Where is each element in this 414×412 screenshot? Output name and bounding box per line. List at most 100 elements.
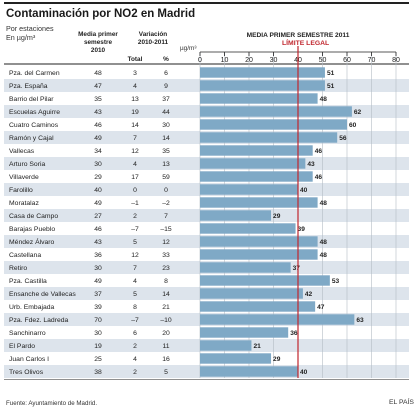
bar — [200, 80, 325, 91]
variacion-pct-value: 59 — [162, 174, 170, 181]
variacion-pct-value: 12 — [162, 239, 170, 246]
bar — [200, 236, 318, 247]
bar — [200, 288, 303, 299]
bar — [200, 301, 316, 312]
bar-value-label: 40 — [300, 369, 308, 376]
media-2010-value: 34 — [94, 148, 102, 155]
variacion-pct-value: 9 — [164, 83, 168, 90]
variacion-pct-value: 37 — [162, 96, 170, 103]
top-rule — [4, 2, 409, 4]
variacion-pct-value: 11 — [162, 343, 169, 350]
chart-heading: MEDIA PRIMER SEMESTRE 2011 — [246, 32, 350, 39]
x-tick-label: 50 — [319, 57, 327, 64]
variacion-total-value: 4 — [133, 356, 137, 363]
media-2010-value: 47 — [94, 83, 102, 90]
media-2010-value: 43 — [94, 239, 102, 246]
x-tick-label: 20 — [245, 57, 253, 64]
variacion-pct-value: 5 — [164, 369, 168, 376]
station-label: Urb. Embajada — [9, 304, 55, 311]
media-2010-value: 37 — [94, 291, 102, 298]
variacion-total-value: 13 — [131, 96, 139, 103]
media-2010-value: 48 — [94, 70, 102, 77]
brand-logo: EL PAÍS — [389, 399, 414, 406]
bar-value-label: 48 — [320, 96, 328, 103]
bar-value-label: 37 — [293, 265, 301, 272]
bar-value-label: 46 — [315, 148, 323, 155]
bar-value-label: 48 — [320, 200, 328, 207]
station-label: Juan Carlos I — [9, 356, 49, 363]
variacion-pct-value: 35 — [162, 148, 170, 155]
bar-value-label: 47 — [317, 304, 325, 311]
station-label: Villaverde — [9, 174, 39, 181]
bar-value-label: 51 — [327, 70, 335, 77]
bar — [200, 223, 296, 234]
media-2010-value: 25 — [94, 356, 102, 363]
station-label: Arturo Soria — [9, 161, 45, 168]
variacion-total-value: 5 — [133, 239, 137, 246]
variacion-total-value: 7 — [133, 265, 137, 272]
bar-value-label: 42 — [305, 291, 313, 298]
media-2010-value: 46 — [94, 122, 102, 129]
variacion-pct-value: 7 — [164, 213, 168, 220]
media-2010-value: 35 — [94, 96, 102, 103]
bar-value-label: 29 — [273, 356, 281, 363]
variacion-total-value: –7 — [131, 226, 139, 233]
variacion-total-value: –1 — [131, 200, 139, 207]
bar — [200, 184, 298, 195]
media-2010-value: 39 — [94, 304, 102, 311]
station-label: El Pardo — [9, 343, 35, 350]
station-label: Ramón y Cajal — [9, 135, 54, 142]
bar-value-label: 62 — [354, 109, 362, 116]
station-label: Tres Olivos — [9, 369, 44, 376]
variacion-pct-value: 0 — [164, 187, 168, 194]
bar-value-label: 63 — [356, 317, 364, 324]
station-label: Vallecas — [9, 148, 35, 155]
station-label: Farolillo — [9, 187, 33, 194]
x-tick-label: 80 — [392, 57, 400, 64]
bar-value-label: 60 — [349, 122, 357, 129]
x-tick-label: 0 — [198, 57, 202, 64]
x-tick-label: 60 — [343, 57, 351, 64]
variacion-pct-value: 20 — [162, 330, 170, 337]
bar — [200, 67, 325, 78]
bar-value-label: 43 — [307, 161, 315, 168]
bar — [200, 353, 272, 364]
variacion-total-value: 19 — [131, 109, 139, 116]
media-2010-value: 40 — [94, 187, 102, 194]
bar-value-label: 53 — [332, 278, 340, 285]
media-2010-value: 49 — [94, 135, 102, 142]
station-label: Ensanche de Vallecas — [9, 291, 76, 298]
variacion-total-value: 8 — [133, 304, 137, 311]
header-media-2010: Media primer semestre 2010 — [78, 31, 118, 54]
variacion-total-value: 4 — [133, 161, 137, 168]
media-2010-value: 43 — [94, 109, 102, 116]
media-2010-value: 36 — [94, 252, 102, 259]
media-2010-value: 19 — [94, 343, 102, 350]
media-2010-value: 27 — [94, 213, 102, 220]
bar-value-label: 48 — [320, 239, 328, 246]
station-label: Méndez Álvaro — [9, 237, 55, 246]
media-2010-value: 49 — [94, 200, 102, 207]
variacion-total-value: 14 — [131, 122, 139, 129]
bar — [200, 197, 318, 208]
bar — [200, 93, 318, 104]
bar — [200, 132, 338, 143]
variacion-pct-value: 14 — [162, 291, 170, 298]
variacion-pct-value: 44 — [162, 109, 170, 116]
station-label: Pza. Fdez. Ladreda — [9, 317, 69, 324]
x-tick-label: 70 — [368, 57, 376, 64]
bar-value-label: 21 — [253, 343, 261, 350]
bar — [200, 158, 306, 169]
station-label: Pza. Castilla — [9, 278, 47, 285]
header-variacion: Variación 2010-2011 — [137, 31, 169, 46]
bar-value-label: 56 — [339, 135, 347, 142]
chart-subtitle: Por estaciones — [6, 24, 54, 33]
media-2010-value: 30 — [94, 161, 102, 168]
chart-title: Contaminación por NO2 en Madrid — [6, 8, 196, 20]
header-total: Total — [127, 56, 143, 63]
variacion-total-value: 3 — [133, 70, 137, 77]
station-label: Castellana — [9, 252, 41, 259]
bar-value-label: 46 — [315, 174, 323, 181]
variacion-total-value: 7 — [133, 135, 137, 142]
